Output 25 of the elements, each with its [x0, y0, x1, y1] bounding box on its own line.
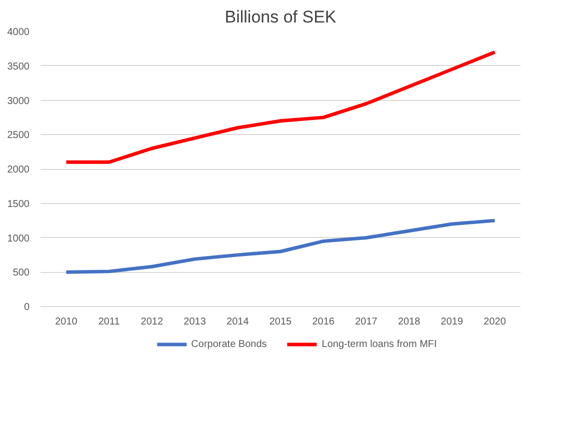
y-tick-label: 4000: [7, 27, 30, 38]
legend-label: Long-term loans from MFI: [322, 338, 437, 350]
x-tick-label: 2011: [98, 316, 120, 328]
y-tick-label: 3500: [7, 61, 30, 72]
y-tick-label: 1000: [7, 233, 30, 244]
legend-label: Corporate Bonds: [191, 338, 267, 350]
line-series: [64, 218, 497, 274]
y-tick-label: 0: [24, 302, 30, 313]
x-tick-label: 2010: [55, 316, 78, 328]
x-tick-label: 2013: [184, 316, 206, 328]
x-tick-label: 2012: [140, 316, 164, 328]
x-tick-label: 2016: [312, 316, 335, 328]
x-tick-label: 2020: [484, 316, 506, 328]
y-tick-label: 1500: [7, 198, 30, 210]
x-tick-label: 2017: [355, 316, 378, 328]
x-tick-label: 2015: [269, 316, 292, 328]
y-tick-label: 3000: [7, 96, 30, 107]
y-tick-label: 500: [12, 268, 30, 279]
y-tick-label: 2000: [7, 164, 30, 176]
y-tick-label: 2500: [7, 130, 30, 142]
x-tick-label: 2019: [440, 316, 464, 328]
line-series: [64, 50, 497, 164]
chart-title: Billions of SEK: [224, 8, 337, 26]
x-tick-label: 2014: [226, 316, 250, 328]
x-tick-label: 2018: [398, 316, 421, 328]
